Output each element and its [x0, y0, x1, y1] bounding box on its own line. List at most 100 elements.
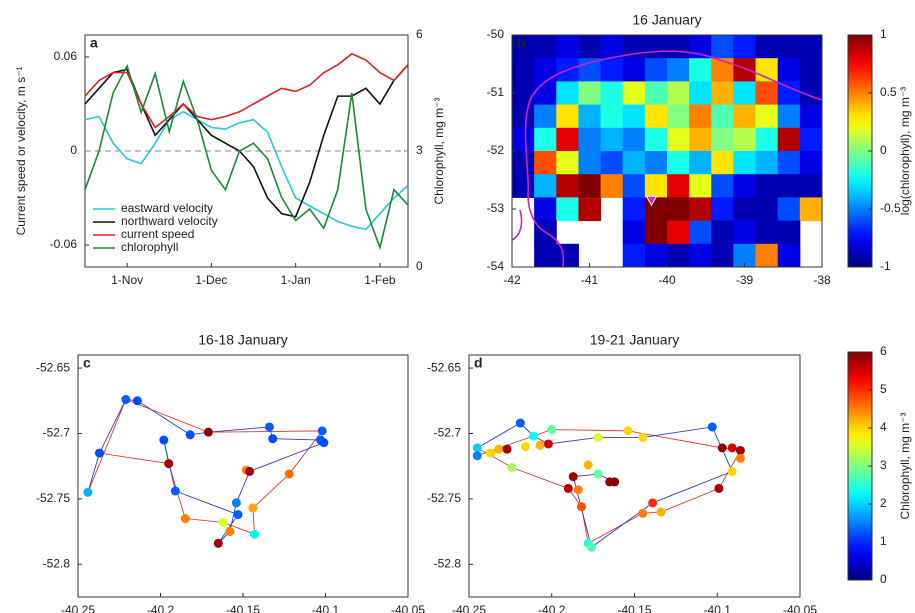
point	[233, 510, 243, 520]
heat-cell	[578, 197, 602, 222]
heat-cell	[689, 58, 712, 82]
heat-cell	[578, 151, 602, 175]
heat-cell	[777, 174, 801, 198]
point	[735, 445, 745, 455]
heat-cell	[799, 104, 823, 129]
marker	[645, 195, 658, 207]
heat-cell	[578, 174, 602, 198]
colorbar-tick-label: -0.5	[880, 201, 901, 215]
heat-cell	[600, 127, 624, 152]
colorbar-label: log(chlorophyll), mg m⁻³	[898, 87, 912, 215]
heat-cell	[622, 197, 646, 222]
point	[610, 477, 620, 487]
heat-cell	[799, 197, 823, 222]
legend-label: chlorophyll	[121, 240, 178, 254]
heat-cell	[622, 174, 646, 198]
heat-cell	[578, 58, 602, 82]
heat-cell	[777, 58, 801, 82]
heat-cell	[578, 35, 602, 59]
axes-frame	[468, 354, 801, 598]
heat-cell	[512, 35, 535, 59]
point	[472, 451, 482, 461]
y-tick-label: -52.8	[434, 556, 462, 570]
heat-cell	[777, 35, 801, 59]
heat-cell	[777, 127, 801, 152]
heat-cell	[777, 151, 801, 175]
x-tick-label: -40.2	[147, 603, 175, 613]
point	[203, 427, 213, 437]
colorbar-tick-label: -1	[880, 259, 891, 273]
point	[132, 396, 142, 406]
x-tick-label: -40.15	[617, 603, 651, 613]
point	[707, 422, 717, 432]
point	[185, 430, 195, 440]
heat-cell	[556, 35, 579, 59]
point	[170, 486, 180, 496]
y-tick-label: -0.06	[50, 237, 78, 251]
x-tick-label: -40.15	[226, 603, 260, 613]
heat-cell	[622, 151, 646, 175]
heat-cell	[644, 197, 668, 222]
colorbar-tick-label: 3	[880, 458, 887, 472]
y-tick-label: -52.65	[427, 360, 461, 374]
point	[623, 426, 633, 436]
y2-axis-label: Chlorophyll, mg m⁻³	[432, 97, 446, 204]
colorbar-tick-label: 1	[880, 534, 887, 548]
point	[593, 432, 603, 442]
colorbar-tick-label: 1	[880, 27, 887, 41]
point	[573, 485, 583, 495]
heat-cell	[578, 81, 602, 106]
point	[264, 422, 274, 432]
heat-cell	[534, 104, 557, 129]
heat-cell	[667, 197, 690, 222]
point	[213, 538, 223, 548]
point	[268, 434, 278, 444]
heat-cell	[622, 220, 646, 245]
heat-cell	[733, 220, 757, 245]
heat-cell	[667, 81, 690, 106]
y-tick-label: 0	[70, 143, 77, 157]
heat-cell	[799, 81, 823, 106]
heat-cell	[644, 174, 668, 198]
heat-cell	[777, 197, 801, 222]
heat-cell	[733, 81, 757, 106]
series-line	[84, 110, 409, 231]
heat-cell	[667, 35, 690, 59]
contour	[524, 50, 823, 268]
heat-cell	[755, 197, 779, 222]
point	[735, 453, 745, 463]
y-tick-label: -54	[487, 259, 505, 273]
point	[577, 502, 587, 512]
x-tick-label: -40.1	[312, 603, 340, 613]
x-tick-label: -40.25	[61, 603, 95, 613]
point	[727, 443, 737, 453]
point	[507, 462, 517, 472]
x-tick-label: 1-Feb	[364, 273, 396, 287]
point	[543, 439, 553, 449]
point	[638, 508, 648, 518]
heat-cell	[667, 220, 690, 245]
point	[218, 517, 228, 527]
heat-cell	[667, 58, 690, 82]
heat-cell	[556, 127, 579, 152]
colorbar-tick-label: 4	[880, 420, 887, 434]
heat-cell	[556, 151, 579, 175]
heat-cell	[512, 127, 535, 152]
x-tick-label: -42	[503, 273, 521, 287]
point	[515, 418, 525, 428]
chart-title: 16-18 January	[198, 332, 288, 348]
heat-cell	[711, 243, 734, 268]
colorbar-tick-label: 2	[880, 496, 887, 510]
chart-title: 16 January	[632, 12, 701, 28]
heat-cell	[733, 104, 757, 129]
point	[94, 448, 104, 458]
heat-cell	[667, 104, 690, 129]
y-tick-label: -52.7	[434, 426, 462, 440]
colorbar-tick-label: 0	[880, 143, 887, 157]
heat-cell	[799, 127, 823, 152]
point	[568, 472, 578, 482]
point	[83, 487, 93, 497]
point	[248, 503, 258, 513]
heat-cell	[512, 58, 535, 82]
